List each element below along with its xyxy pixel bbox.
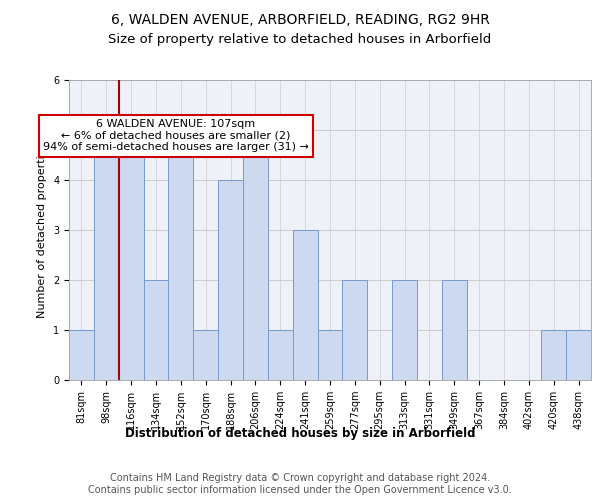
Bar (69, 330, 94, 380)
Bar (317, 330, 343, 380)
Bar (119, 130, 143, 380)
Bar (343, 280, 367, 380)
Bar (442, 280, 467, 380)
Text: 6, WALDEN AVENUE, ARBORFIELD, READING, RG2 9HR: 6, WALDEN AVENUE, ARBORFIELD, READING, R… (110, 12, 490, 26)
Bar (218, 180, 243, 380)
Bar (243, 130, 268, 380)
Bar (541, 330, 566, 380)
Bar (193, 330, 218, 380)
Bar (94, 130, 119, 380)
Bar (268, 330, 293, 380)
Text: 6 WALDEN AVENUE: 107sqm
← 6% of detached houses are smaller (2)
94% of semi-deta: 6 WALDEN AVENUE: 107sqm ← 6% of detached… (43, 119, 309, 152)
Bar (392, 280, 417, 380)
Y-axis label: Number of detached properties: Number of detached properties (37, 142, 47, 318)
Text: Contains HM Land Registry data © Crown copyright and database right 2024.
Contai: Contains HM Land Registry data © Crown c… (88, 474, 512, 495)
Bar (566, 330, 591, 380)
Bar (169, 130, 193, 380)
Bar (293, 230, 317, 380)
Text: Distribution of detached houses by size in Arborfield: Distribution of detached houses by size … (125, 428, 475, 440)
Bar (143, 280, 169, 380)
Text: Size of property relative to detached houses in Arborfield: Size of property relative to detached ho… (109, 32, 491, 46)
